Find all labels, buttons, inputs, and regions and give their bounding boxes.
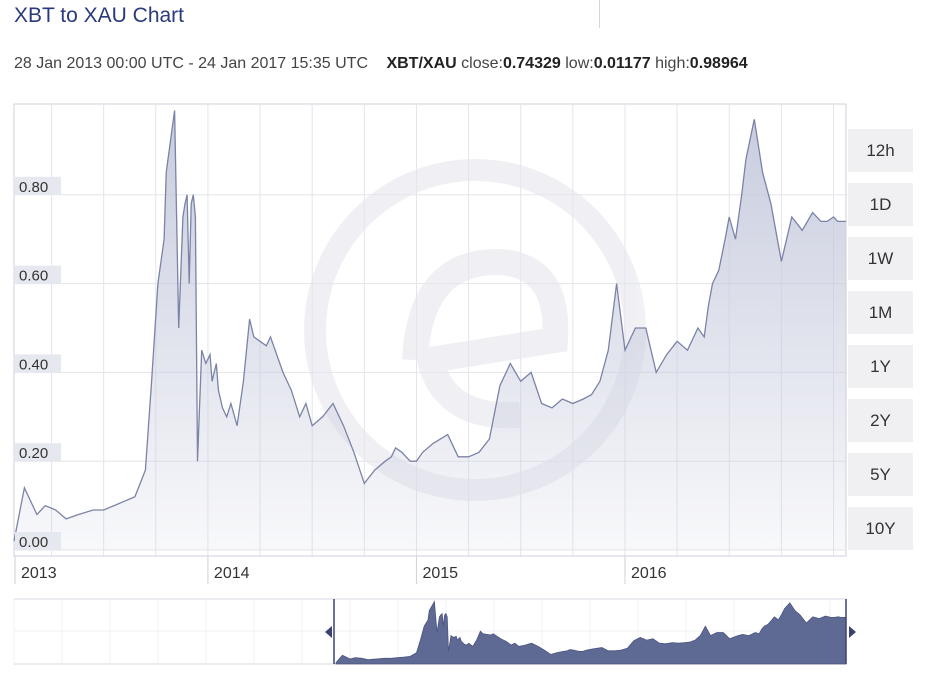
close-value: 0.74329 — [502, 55, 561, 72]
y-tick-bg — [15, 532, 61, 550]
price-line — [13, 110, 846, 542]
range-button-10y[interactable]: 10Y — [848, 506, 913, 550]
y-tick-label: 0.20 — [19, 445, 48, 462]
chart-info-bar: 28 Jan 2013 00:00 UTC - 24 Jan 2017 15:3… — [14, 55, 748, 73]
y-tick-bg — [15, 265, 61, 284]
range-button-5y[interactable]: 5Y — [848, 452, 913, 496]
high-value: 0.98964 — [689, 55, 748, 72]
range-button-12h[interactable]: 12h — [848, 128, 913, 172]
x-tick-label: 2014 — [214, 565, 250, 582]
range-button-1m[interactable]: 1M — [848, 290, 913, 334]
price-area — [14, 110, 846, 551]
pair-label: XBT/XAU — [386, 55, 457, 72]
range-button-1w[interactable]: 1W — [848, 236, 913, 280]
y-tick-label: 0.00 — [19, 534, 48, 551]
close-label: close: — [461, 55, 503, 72]
y-tick-bg — [15, 354, 61, 373]
x-tick-label: 2013 — [21, 565, 57, 582]
date-range: 28 Jan 2013 00:00 UTC - 24 Jan 2017 15:3… — [14, 55, 368, 72]
navigator-area — [335, 600, 847, 665]
x-tick-label: 2015 — [422, 565, 458, 582]
high-label: high: — [655, 55, 690, 72]
y-tick-bg — [15, 176, 61, 195]
navigator-left-handle[interactable] — [325, 626, 332, 638]
low-value: 0.01177 — [593, 55, 651, 72]
range-button-1y[interactable]: 1Y — [848, 344, 913, 388]
y-tick-label: 0.80 — [19, 179, 48, 196]
y-tick-label: 0.60 — [19, 268, 48, 285]
low-label: low: — [565, 55, 594, 72]
range-button-1d[interactable]: 1D — [848, 182, 913, 226]
y-tick-label: 0.40 — [19, 356, 48, 373]
x-tick-label: 2016 — [631, 565, 667, 582]
page-title: XBT to XAU Chart — [14, 4, 185, 27]
y-tick-bg — [15, 443, 61, 462]
title-divider — [599, 0, 600, 28]
range-button-2y[interactable]: 2Y — [848, 398, 913, 442]
navigator-right-handle[interactable] — [849, 626, 856, 638]
